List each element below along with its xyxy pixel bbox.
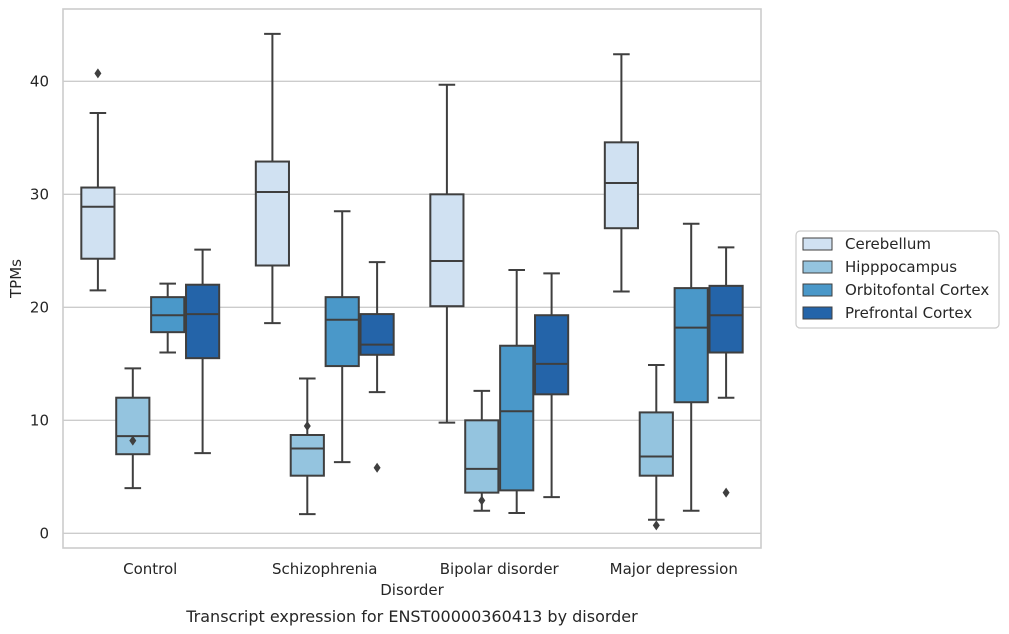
legend-label: Orbitofontal Cortex (845, 281, 989, 299)
box (673, 222, 709, 512)
outlier-point (373, 462, 381, 473)
box-body (115, 396, 151, 456)
y-tick-label: 0 (39, 524, 49, 542)
legend-label: Prefrontal Cortex (845, 304, 972, 322)
outlier-point (652, 520, 660, 531)
outlier-point (303, 420, 311, 431)
y-axis-title: TPMs (7, 259, 25, 299)
legend-swatch (802, 260, 833, 274)
legend: Cerebellum Hipppocampus Orbitofontal Corte… (795, 230, 1000, 329)
series-orbitofontal-cortex (150, 210, 709, 514)
y-tick-label: 20 (30, 298, 49, 316)
x-tick-label: Schizophrenia (272, 560, 377, 578)
box (150, 282, 186, 354)
outlier-point (94, 68, 102, 79)
legend-label: Hipppocampus (845, 258, 957, 276)
box-body (708, 284, 744, 354)
series-hipppocampus (115, 363, 674, 531)
box (638, 363, 674, 531)
y-tick-label: 10 (30, 411, 49, 429)
box (464, 389, 500, 512)
box (708, 246, 744, 498)
y-tick-label: 40 (30, 72, 49, 90)
box-body (185, 283, 221, 360)
x-tick-label: Major depression (610, 560, 738, 578)
box-body (499, 344, 535, 492)
box-body (324, 296, 360, 368)
box-body (254, 160, 290, 267)
x-tick-label: Bipolar disorder (440, 560, 560, 578)
x-axis-title: Disorder (380, 581, 444, 599)
x-tick-label: Control (123, 560, 177, 578)
figure-caption: Transcript expression for ENST0000036041… (185, 607, 638, 626)
series-cerebellum (80, 32, 639, 424)
legend-frame (795, 230, 1000, 329)
box (603, 53, 639, 293)
box-body (603, 141, 639, 230)
legend-label: Cerebellum (845, 235, 931, 253)
legend-item: Cerebellum (802, 235, 931, 253)
outlier-point (129, 435, 137, 446)
box (324, 210, 360, 464)
x-tick-labels: Control Schizophrenia Bipolar disorder Majo… (123, 560, 738, 578)
box-body (289, 434, 325, 477)
box-body (80, 186, 116, 260)
legend-swatch (802, 283, 833, 297)
box (499, 269, 535, 514)
outlier-point (722, 487, 730, 498)
legend-item: Prefrontal Cortex (802, 304, 972, 322)
box (254, 32, 290, 325)
box-body (359, 313, 395, 356)
box (289, 377, 325, 516)
box-body (429, 193, 465, 308)
y-tick-label: 30 (30, 185, 49, 203)
box-body (464, 419, 500, 494)
box-plot-series (80, 32, 744, 531)
box (80, 68, 116, 292)
y-tick-labels: 0 10 20 30 40 (30, 72, 49, 542)
legend-swatch (802, 237, 833, 251)
box (115, 367, 151, 490)
box-body (638, 411, 674, 477)
box (185, 248, 221, 455)
outlier-point (478, 495, 486, 506)
series-prefrontal-cortex (185, 246, 744, 499)
legend-item: Hipppocampus (802, 258, 957, 276)
box-body (673, 287, 709, 404)
legend-item: Orbitofontal Cortex (802, 281, 989, 299)
box (429, 83, 465, 424)
legend-swatch (802, 306, 833, 320)
box-body (534, 314, 570, 396)
box (359, 261, 395, 473)
plot-frame (62, 8, 762, 549)
box (534, 272, 570, 499)
